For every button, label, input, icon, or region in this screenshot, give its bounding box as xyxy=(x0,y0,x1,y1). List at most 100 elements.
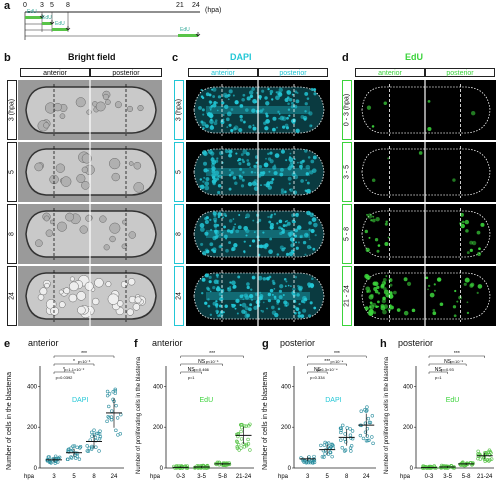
data-point xyxy=(105,393,110,398)
plot-title-g: posterior xyxy=(280,338,316,348)
data-point xyxy=(66,448,70,452)
x-tick-label: 8 xyxy=(345,474,349,480)
pulse-label-1: EdU xyxy=(27,9,37,15)
data-point xyxy=(370,435,374,439)
y-tick-label: 400 xyxy=(153,384,164,390)
p-value: p=0.0392 xyxy=(56,375,74,380)
bright-field-title: Bright field xyxy=(68,52,116,62)
y-tick-label: 0 xyxy=(160,466,164,472)
p-value: p=6.3×10⁻⁴ xyxy=(317,367,338,372)
data-point xyxy=(92,432,97,437)
ylabel-g: Number of cells in the blastema xyxy=(262,371,269,470)
data-point xyxy=(90,434,94,438)
data-point xyxy=(358,433,363,438)
data-point xyxy=(73,453,77,457)
edu-title: EdU xyxy=(405,52,423,62)
pulse-label-4: EdU xyxy=(180,27,190,33)
data-point xyxy=(368,420,373,425)
tick-5: 5 xyxy=(50,2,54,9)
timeline-diagram xyxy=(24,11,201,40)
significance-bracket xyxy=(428,371,448,374)
micrograph-d-1 xyxy=(354,142,496,202)
data-point xyxy=(110,409,114,413)
data-point xyxy=(105,389,110,394)
data-point xyxy=(371,441,375,446)
data-point xyxy=(483,459,487,463)
data-point xyxy=(97,436,102,441)
data-point xyxy=(366,416,371,421)
data-point xyxy=(174,465,178,469)
data-point xyxy=(113,387,117,392)
ylabel-e: Number of cells in the blastema xyxy=(6,371,13,470)
tick-0: 0 xyxy=(23,2,27,9)
data-point xyxy=(339,430,343,435)
significance-bracket xyxy=(180,371,202,374)
significance-bracket xyxy=(307,363,347,366)
significance-bracket xyxy=(307,355,367,358)
data-point xyxy=(370,414,375,418)
data-point xyxy=(349,436,353,440)
data-point xyxy=(69,455,73,459)
panel-label-f: f xyxy=(134,338,138,350)
data-point xyxy=(179,465,184,469)
data-point xyxy=(85,444,89,448)
dapi-title: DAPI xyxy=(230,52,252,62)
significance-mark: NS xyxy=(198,359,206,365)
micrograph-c-1 xyxy=(186,142,330,202)
data-point xyxy=(106,415,110,419)
data-point xyxy=(341,423,345,428)
data-point xyxy=(470,461,475,466)
anterior-header-d: anterior xyxy=(355,68,425,77)
y-tick-label: 400 xyxy=(403,384,414,390)
posterior-header-b: posterior xyxy=(90,68,162,77)
x-tick-label: 3 xyxy=(306,474,310,480)
significance-bracket xyxy=(428,363,467,366)
significance-mark: * xyxy=(73,359,75,365)
data-point xyxy=(111,390,115,394)
significance-bracket xyxy=(307,371,328,374)
p-value: p<10⁻⁵ xyxy=(206,359,219,364)
panel-label-e: e xyxy=(4,338,11,350)
significance-mark: *** xyxy=(324,359,330,365)
data-point xyxy=(363,421,368,425)
x-tick-label: 24 xyxy=(363,474,370,480)
data-point xyxy=(239,446,243,450)
p-value: p=0.466 xyxy=(194,367,209,372)
data-point xyxy=(339,438,343,442)
data-point xyxy=(72,444,77,448)
y-tick-label: 200 xyxy=(153,425,164,431)
anterior-header-b: anterior xyxy=(20,68,90,77)
x-tick-label: 24 xyxy=(111,474,118,480)
data-point xyxy=(98,435,103,439)
ylabel-h: Number of proliferating cells in the bla… xyxy=(384,356,390,474)
data-point xyxy=(234,439,239,443)
data-point xyxy=(478,457,483,461)
data-point xyxy=(90,430,94,435)
y-tick-label: 0 xyxy=(288,466,292,472)
x-tick-label: 0-3 xyxy=(176,474,185,480)
data-point xyxy=(75,451,80,456)
data-point xyxy=(322,455,326,459)
data-point xyxy=(349,449,353,453)
significance-mark: NS xyxy=(314,367,322,373)
data-point xyxy=(107,392,112,396)
row-label-d-1: 3 - 5 xyxy=(342,142,352,202)
data-point xyxy=(440,464,445,469)
data-point xyxy=(94,445,98,449)
data-point xyxy=(87,446,91,450)
p-value: p=1 xyxy=(188,375,196,380)
data-point xyxy=(105,419,109,424)
plot-title-e: anterior xyxy=(28,338,59,348)
data-point xyxy=(237,448,241,452)
data-point xyxy=(86,449,91,453)
data-point xyxy=(343,432,347,436)
row-label-d-3: 21 - 24 xyxy=(342,266,352,326)
data-point xyxy=(49,461,53,465)
significance-mark: NS xyxy=(444,359,452,365)
data-point xyxy=(242,445,247,449)
data-point xyxy=(365,408,369,413)
plot-e: 0 200 400 hpa 3 5 8 24 DAPI *** p<10⁻³ * p=1.1×10⁻² *… xyxy=(20,348,128,488)
data-point xyxy=(343,437,347,441)
data-point xyxy=(330,454,334,459)
